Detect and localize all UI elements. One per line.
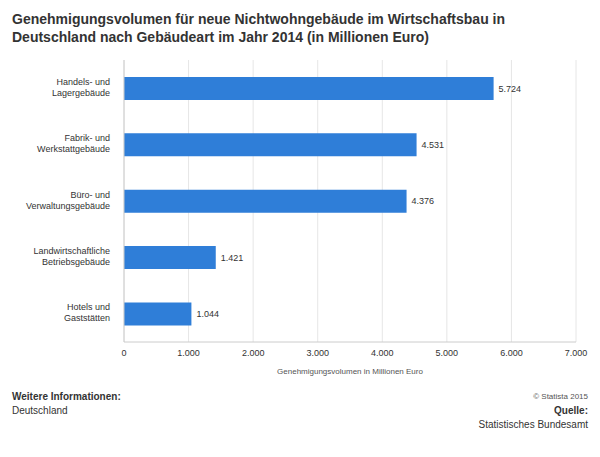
svg-text:Hotels undGaststätten: Hotels undGaststätten bbox=[64, 303, 110, 324]
svg-text:Fabrik- undWerkstattgebäude: Fabrik- undWerkstattgebäude bbox=[37, 133, 110, 154]
svg-text:Büro- undVerwaltungsgebäude: Büro- undVerwaltungsgebäude bbox=[26, 190, 110, 211]
svg-text:4.531: 4.531 bbox=[422, 140, 445, 150]
svg-text:Genehmigungsvolumen in Million: Genehmigungsvolumen in Millionen Euro bbox=[277, 367, 423, 376]
html-text:© Statista 2015: © Statista 2015 bbox=[533, 392, 588, 401]
svg-text:0: 0 bbox=[121, 348, 126, 358]
svg-text:4.000: 4.000 bbox=[371, 348, 394, 358]
svg-text:4.376: 4.376 bbox=[412, 196, 435, 206]
svg-text:3.000: 3.000 bbox=[306, 348, 329, 358]
svg-text:LandwirtschaftlicheBetriebsgeb: LandwirtschaftlicheBetriebsgebäude bbox=[33, 246, 110, 267]
html-text:Statistisches Bundesamt: Statistisches Bundesamt bbox=[478, 419, 588, 430]
svg-text:1.421: 1.421 bbox=[221, 253, 244, 263]
svg-text:5.724: 5.724 bbox=[499, 84, 522, 94]
html-text:Genehmigungsvolumen für neue N: Genehmigungsvolumen für neue Nichtwohnge… bbox=[12, 11, 505, 45]
html-text:Weitere Informationen:: Weitere Informationen: bbox=[12, 391, 121, 402]
svg-text:1.000: 1.000 bbox=[177, 348, 200, 358]
svg-text:1.044: 1.044 bbox=[196, 309, 219, 319]
svg-text:6.000: 6.000 bbox=[500, 348, 523, 358]
svg-text:2.000: 2.000 bbox=[242, 348, 265, 358]
html-text:Quelle:: Quelle: bbox=[554, 405, 588, 416]
svg-text:7.000: 7.000 bbox=[565, 348, 588, 358]
svg-text:5.000: 5.000 bbox=[436, 348, 459, 358]
html-text:Deutschland: Deutschland bbox=[12, 405, 68, 416]
svg-text:Handels- undLagergebäude: Handels- undLagergebäude bbox=[52, 77, 110, 98]
